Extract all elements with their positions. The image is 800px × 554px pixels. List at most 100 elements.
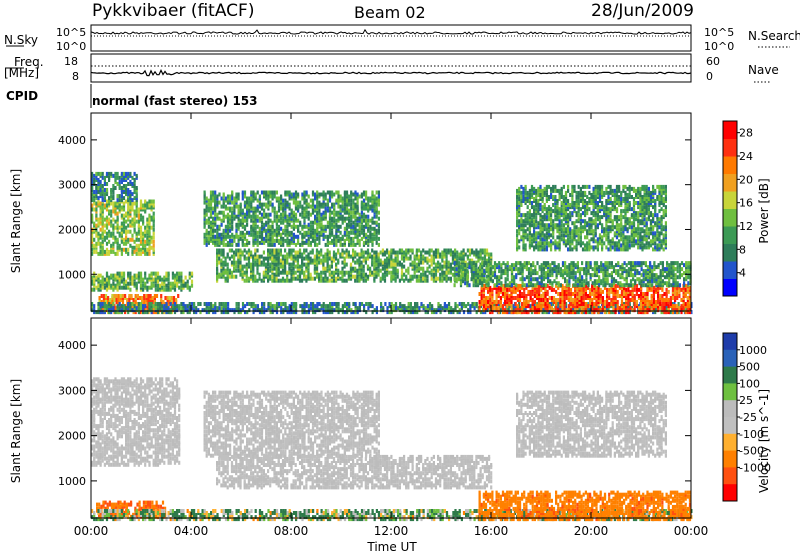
echo-cell: [478, 304, 481, 309]
echo-cell: [248, 196, 251, 201]
echo-cell: [264, 272, 268, 277]
echo-cell: [535, 292, 539, 296]
echo-cell: [506, 292, 509, 296]
echo-cell: [247, 276, 251, 281]
echo-cell: [125, 219, 128, 224]
echo-cell: [129, 180, 132, 184]
echo-cell: [507, 304, 510, 309]
echo-cell: [430, 254, 433, 259]
echo-cell: [518, 294, 522, 298]
echo-cell: [343, 202, 346, 207]
echo-cell: [443, 276, 446, 281]
echo-cell: [318, 240, 321, 245]
echo-cell: [267, 212, 270, 217]
echo-cell: [343, 256, 346, 261]
echo-cell: [269, 200, 272, 205]
echo-cell: [335, 276, 338, 281]
echo-cell: [99, 273, 102, 278]
echo-cell: [110, 304, 113, 309]
echo-cell: [473, 302, 476, 306]
echo-cell: [205, 242, 208, 247]
echo-cell: [152, 215, 155, 220]
echo-cell: [224, 234, 227, 239]
echo-cell: [383, 250, 387, 255]
echo-cell: [460, 268, 463, 273]
echo-cell: [335, 256, 338, 261]
echo-cell: [559, 292, 562, 296]
echo-cell: [356, 306, 359, 311]
echo-cell: [150, 245, 153, 250]
echo-cell: [673, 310, 676, 315]
echo-cell: [341, 204, 344, 209]
echo-cell: [313, 276, 316, 281]
echo-cell: [561, 287, 564, 292]
echo-cell: [314, 238, 317, 243]
echo-cell: [409, 310, 412, 315]
echo-cell: [273, 228, 276, 233]
echo-cell: [367, 302, 370, 306]
echo-cell: [233, 308, 236, 313]
echo-cell: [535, 308, 539, 313]
echo-cell: [360, 192, 363, 197]
echo-cell: [422, 260, 425, 265]
echo-cell: [273, 276, 276, 281]
echo-cell: [616, 283, 619, 288]
echo-cell: [358, 224, 361, 229]
echo-cell: [360, 266, 363, 271]
echo-cell: [93, 271, 96, 276]
echo-cell: [364, 272, 367, 277]
echo-cell: [339, 276, 342, 281]
echo-cell: [309, 232, 312, 237]
echo-cell: [160, 294, 163, 298]
echo-cell: [563, 300, 566, 304]
echo-cell: [271, 308, 274, 313]
echo-cell: [432, 250, 435, 255]
echo-cell: [316, 190, 319, 195]
echo-cell: [354, 254, 357, 259]
echo-cell: [269, 194, 272, 199]
echo-cell: [401, 308, 404, 313]
echo-cell: [163, 304, 166, 309]
echo-cell: [99, 184, 102, 188]
echo-cell: [103, 281, 106, 286]
echo-cell: [150, 308, 153, 313]
echo-cell: [629, 306, 632, 311]
echo-cell: [595, 302, 598, 306]
echo-cell: [377, 268, 380, 273]
echo-cell: [277, 266, 280, 271]
echo-cell: [356, 236, 359, 241]
echo-cell: [151, 296, 154, 300]
echo-cell: [591, 292, 594, 296]
echo-cell: [386, 272, 389, 277]
echo-cell: [637, 310, 641, 315]
echo-cell: [449, 266, 452, 271]
echo-cell: [139, 251, 143, 256]
echo-cell: [371, 200, 374, 205]
echo-cell: [620, 296, 624, 300]
echo-cell: [130, 294, 133, 298]
echo-cell: [377, 194, 380, 199]
echo-cell: [299, 204, 302, 209]
echo-cell: [110, 213, 113, 218]
echo-cell: [324, 272, 327, 277]
echo-cell: [377, 262, 380, 267]
echo-cell: [131, 207, 134, 212]
echo-cell: [237, 210, 240, 215]
echo-cell: [271, 236, 274, 241]
echo-cell: [288, 304, 291, 309]
echo-cell: [309, 256, 312, 261]
echo-cell: [235, 228, 238, 233]
echo-cell: [462, 304, 466, 309]
echo-cell: [254, 226, 257, 231]
echo-cell: [186, 283, 189, 288]
echo-cell: [479, 310, 483, 315]
echo-cell: [142, 231, 145, 236]
echo-cell: [449, 248, 452, 253]
echo-cell: [294, 216, 298, 221]
echo-cell: [635, 287, 638, 292]
echo-cell: [133, 211, 136, 216]
echo-cell: [263, 208, 266, 213]
echo-cell: [116, 171, 119, 176]
echo-cell: [233, 234, 236, 239]
echo-cell: [114, 171, 117, 176]
